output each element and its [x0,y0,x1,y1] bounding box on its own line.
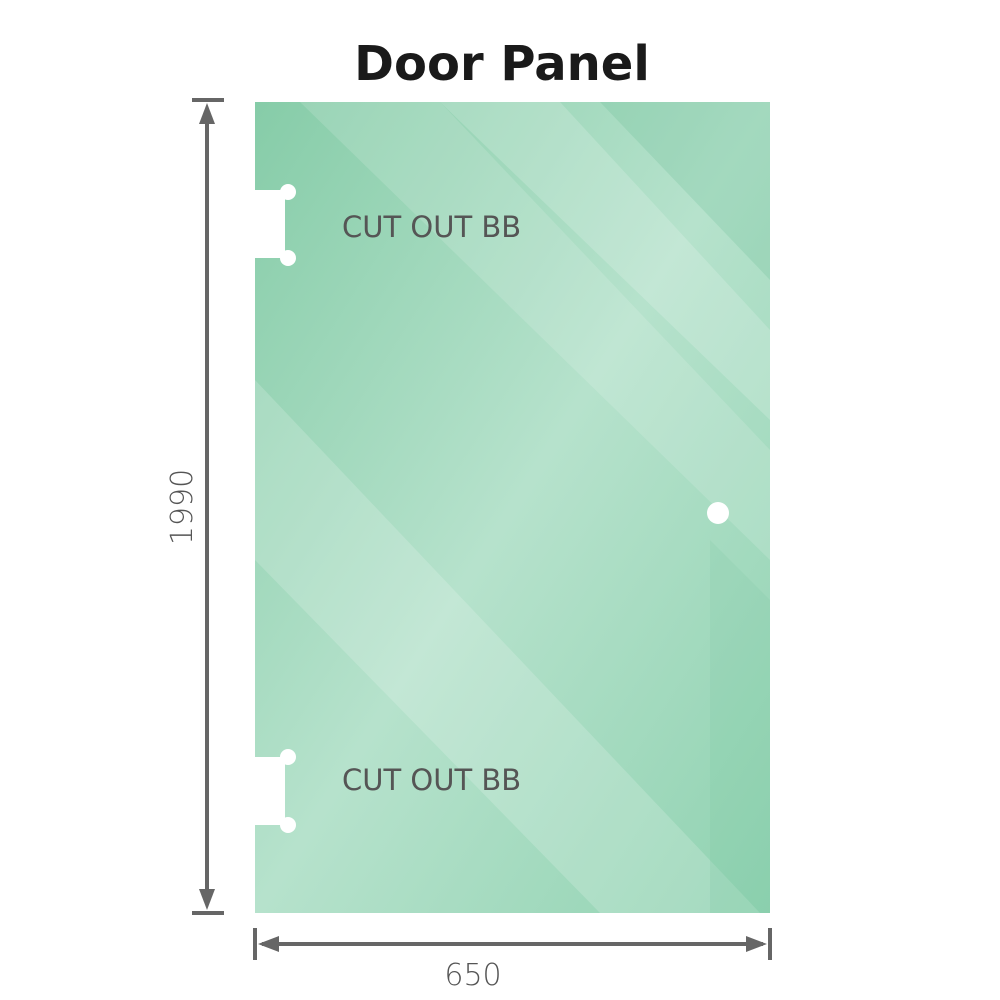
cutout-label-top: CUT OUT BB [342,210,521,244]
width-dimension-line [253,928,772,960]
glass-panel [255,102,770,913]
cutout-bottom [255,749,296,833]
diagram-title: Door Panel [354,36,650,92]
height-label: 1990 [165,469,200,545]
handle-hole [707,502,729,524]
cutout-top [255,184,296,266]
cutout-label-bottom: CUT OUT BB [342,763,521,797]
width-label: 650 [444,958,501,993]
height-dimension-line [192,98,224,915]
